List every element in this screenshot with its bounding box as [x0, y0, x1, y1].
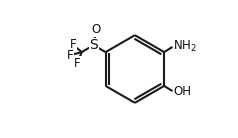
Text: NH$_2$: NH$_2$ — [173, 39, 197, 55]
Text: O: O — [92, 23, 101, 36]
Text: F: F — [74, 57, 81, 70]
Text: F: F — [69, 38, 76, 51]
Text: S: S — [89, 38, 98, 52]
Text: F: F — [66, 49, 73, 62]
Text: OH: OH — [173, 85, 191, 98]
